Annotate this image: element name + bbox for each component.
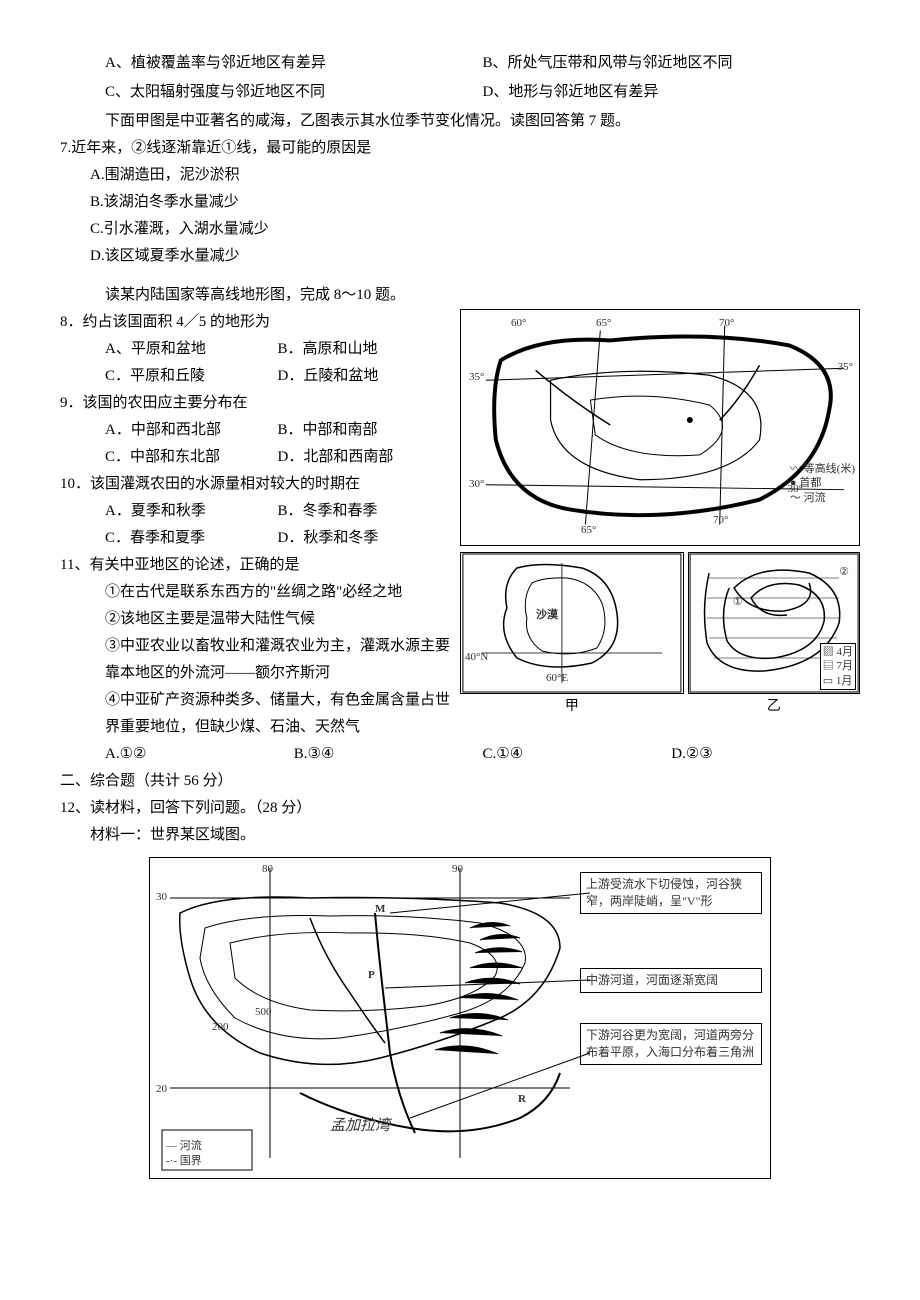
spacer [60,270,860,282]
q10-option-b: B．冬季和春季 [278,498,451,525]
bay-label: 孟加拉湾 [330,1113,390,1140]
lon80: 80 [262,860,273,880]
lon60e: 60°E [546,669,568,689]
lat20: 20 [156,1080,167,1100]
q9-options-ab: A．中部和西北部 B．中部和南部 [60,417,450,444]
q8-options-ab: A、平原和盆地 B．高原和山地 [60,336,450,363]
legend-border-big: -·- 国界 [166,1154,202,1168]
contour-map-svg [461,310,859,545]
map1-lat35-r: 35° [838,358,853,378]
caption-jia: 甲 [460,694,684,719]
month-legend: ▨ 4月 ▤ 7月 ▭ 1月 [820,643,856,690]
q11-statement-1: ①在古代是联系东西方的"丝绸之路"必经之地 [60,579,450,606]
lat30: 30 [156,888,167,908]
q11-option-d: D.②③ [671,741,860,768]
aral-map-svg [461,553,683,693]
q8-options-cd: C．平原和丘陵 D．丘陵和盆地 [60,363,450,390]
prev-q-options-ab: A、植被覆盖率与邻近地区有差异 B、所处气压带和风带与邻近地区不同 [60,50,860,77]
mon1: ▭ 1月 [823,674,853,688]
region-map: 80 90 30 20 孟加拉湾 M P R 500 200 上游受流水下切侵蚀… [149,857,771,1179]
contour-200: 200 [212,1018,229,1038]
legend-river-big: — 河流 [166,1139,202,1153]
desert-label: 沙漠 [536,606,558,626]
q11-statement-4: ④中亚矿产资源种类多、储量大，有色金属含量占世界重要地位，但缺少煤、石油、天然气 [60,687,450,741]
q10-options-ab: A．夏季和秋季 B．冬季和春季 [60,498,450,525]
map1-lon70: 70° [719,314,734,334]
mark-r: R [518,1090,526,1110]
q11-options: A.①② B.③④ C.①④ D.②③ [60,741,860,768]
map2-wrapper: 沙漠 40°N 60°E 甲 [460,552,860,719]
q8-stem: 8．约占该国面积 4／5 的地形为 [60,309,450,336]
q11-statement-2: ②该地区主要是温带大陆性气候 [60,606,450,633]
legend-capital: ● 首都 [790,476,855,490]
q11-option-a: A.①② [105,741,294,768]
annotation-midstream: 中游河道，河面逐渐宽阔 [580,968,762,993]
map1-lat35-l: 35° [469,368,484,388]
q10-option-a: A．夏季和秋季 [105,498,278,525]
q8-option-c: C．平原和丘陵 [105,363,278,390]
q9-stem: 9．该国的农田应主要分布在 [60,390,450,417]
mon7: ▤ 7月 [823,659,853,673]
water-level-chart: ① ② ▨ 4月 ▤ 7月 ▭ 1月 [688,552,860,694]
left-text-column: 8．约占该国面积 4／5 的地形为 A、平原和盆地 B．高原和山地 C．平原和丘… [60,309,450,741]
option-a: A、植被覆盖率与邻近地区有差异 [105,50,483,77]
section-2-heading: 二、综合题（共计 56 分） [60,768,860,795]
q11-stem: 11、有关中亚地区的论述，正确的是 [60,552,450,579]
region-map-wrapper: 80 90 30 20 孟加拉湾 M P R 500 200 上游受流水下切侵蚀… [60,857,860,1179]
mark-2: ② [839,563,849,583]
legend-contour: 〰 等高线(米) [790,462,855,476]
q10-option-d: D．秋季和冬季 [278,525,451,552]
q12-material-1: 材料一：世界某区域图。 [60,822,860,849]
two-column-block: 8．约占该国面积 4／5 的地形为 A、平原和盆地 B．高原和山地 C．平原和丘… [60,309,860,741]
q8-option-d: D．丘陵和盆地 [278,363,451,390]
q10-stem: 10．该国灌溉农田的水源量相对较大的时期在 [60,471,450,498]
q7-option-d: D.该区域夏季水量减少 [60,243,860,270]
q11-option-b: B.③④ [294,741,483,768]
bigmap-legend: — 河流 -·- 国界 [166,1139,202,1168]
q10-option-c: C．春季和夏季 [105,525,278,552]
q9-option-a: A．中部和西北部 [105,417,278,444]
lat40n: 40°N [465,648,488,668]
q9-option-c: C．中部和东北部 [105,444,278,471]
q9-options-cd: C．中部和东北部 D．北部和西南部 [60,444,450,471]
q7-option-b: B.该湖泊冬季水量减少 [60,189,860,216]
q9-option-d: D．北部和西南部 [278,444,451,471]
q11-option-c: C.①④ [483,741,672,768]
mark-p: P [368,966,375,986]
map1-lat30-l: 30° [469,475,484,495]
caption-yi: 乙 [688,694,860,719]
map1-lon65: 65° [596,314,611,334]
option-c: C、太阳辐射强度与邻近地区不同 [105,79,483,106]
option-b: B、所处气压带和风带与邻近地区不同 [483,50,861,77]
right-image-column: 60° 65° 70° 35° 35° 30° 30° 65° 70° 〰 等高… [460,309,860,741]
q7-intro: 下面甲图是中亚著名的咸海，乙图表示其水位季节变化情况。读图回答第 7 题。 [60,108,860,135]
contour-500: 500 [255,1003,272,1023]
q7-option-a: A.围湖造田，泥沙淤积 [60,162,860,189]
legend-river: ～ 河流 [790,491,855,505]
q7-option-c: C.引水灌溉，入湖水量减少 [60,216,860,243]
q12-stem: 12、读材料，回答下列问题。（28 分） [60,795,860,822]
annotation-upstream: 上游受流水下切侵蚀，河谷狭窄，两岸陡峭，呈"V"形 [580,872,762,914]
mark-m: M [375,900,385,920]
q11-statement-3: ③中亚农业以畜牧业和灌溉农业为主，灌溉水源主要靠本地区的外流河——额尔齐斯河 [60,633,450,687]
q8-intro: 读某内陆国家等高线地形图，完成 8～10 题。 [60,282,860,309]
q8-option-a: A、平原和盆地 [105,336,278,363]
mon4: ▨ 4月 [823,645,853,659]
option-d: D、地形与邻近地区有差异 [483,79,861,106]
annotation-downstream: 下游河谷更为宽阔，河道两旁分布着平原，入海口分布着三角洲 [580,1023,762,1065]
aral-sea-map: 沙漠 40°N 60°E [460,552,684,694]
contour-map-image: 60° 65° 70° 35° 35° 30° 30° 65° 70° 〰 等高… [460,309,860,546]
map1-lon70-b: 70° [713,511,728,531]
q8-option-b: B．高原和山地 [278,336,451,363]
q9-option-b: B．中部和南部 [278,417,451,444]
lon90: 90 [452,860,463,880]
prev-q-options-cd: C、太阳辐射强度与邻近地区不同 D、地形与邻近地区有差异 [60,79,860,106]
map1-lon60: 60° [511,314,526,334]
mark-1: ① [733,593,743,613]
map1-legend: 〰 等高线(米) ● 首都 ～ 河流 [790,462,855,505]
q7-stem: 7.近年来，②线逐渐靠近①线，最可能的原因是 [60,135,860,162]
map1-lon65-b: 65° [581,521,596,541]
q10-options-cd: C．春季和夏季 D．秋季和冬季 [60,525,450,552]
